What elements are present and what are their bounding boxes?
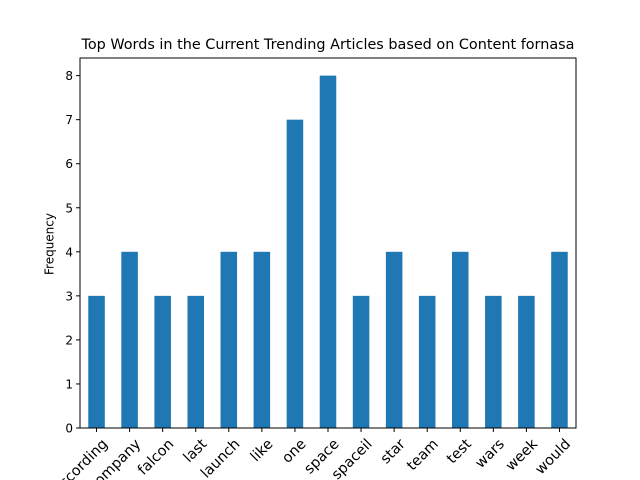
- bar-week: [518, 295, 535, 428]
- x-tick-label-like: like: [248, 436, 277, 465]
- y-axis-ticks: 0 1 2 3 4 5 6 7 8: [65, 69, 80, 436]
- bar-falcon: [154, 295, 171, 428]
- bar-spaceil: [352, 295, 370, 428]
- bar-would: [551, 251, 568, 428]
- y-tick-label: 6: [65, 157, 73, 171]
- chart-title: Top Words in the Current Trending Articl…: [81, 37, 575, 53]
- bar-space: [319, 75, 337, 429]
- y-tick-label: 4: [65, 245, 73, 259]
- y-tick-label: 7: [65, 113, 73, 127]
- plot-frame: [79, 57, 577, 429]
- bars-group: [88, 75, 568, 429]
- bar-like: [253, 251, 271, 428]
- bar-company: [121, 251, 138, 428]
- bar-test: [452, 251, 469, 428]
- bar-one: [286, 119, 304, 429]
- bar-last: [187, 295, 204, 428]
- x-tick-label-falcon: falcon: [135, 436, 177, 478]
- y-tick-label: 8: [65, 69, 73, 83]
- bar-team: [418, 295, 436, 428]
- x-tick-label-would: would: [532, 436, 574, 478]
- y-axis-label: Frequency: [43, 213, 57, 275]
- y-tick-label: 5: [65, 201, 73, 215]
- x-tick-label-test: test: [444, 436, 475, 467]
- y-tick-label: 2: [65, 333, 73, 347]
- bar-according: [88, 295, 105, 428]
- bar-launch: [220, 251, 238, 428]
- x-tick-label-team: team: [404, 436, 442, 474]
- x-tick-label-wars: wars: [473, 436, 508, 471]
- y-tick-label: 3: [65, 289, 73, 303]
- y-tick-label: 1: [65, 377, 73, 391]
- bar-wars: [485, 295, 502, 428]
- bar-star: [385, 251, 403, 428]
- y-tick-label: 0: [65, 422, 73, 436]
